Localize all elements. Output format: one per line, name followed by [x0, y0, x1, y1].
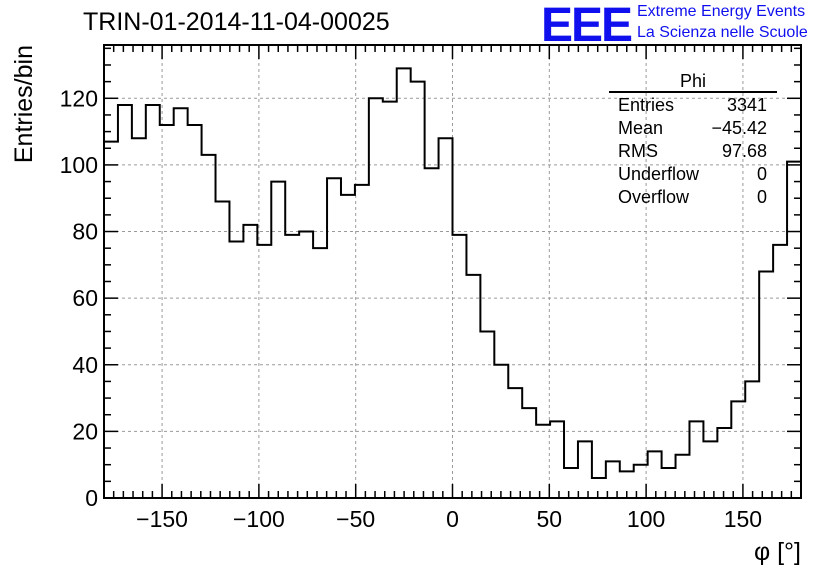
axis-ticks	[104, 45, 801, 499]
x-tick-label: −50	[336, 506, 375, 532]
y-tick-label: 60	[72, 285, 98, 311]
y-axis-label: Entries/bin	[10, 45, 38, 163]
stats-value: −45.42	[711, 118, 767, 138]
histogram-bin	[717, 428, 731, 498]
histogram-bin	[662, 468, 676, 498]
stats-value: 97.68	[721, 141, 767, 161]
histogram-bin	[174, 108, 188, 498]
histogram-bin	[397, 68, 411, 498]
histogram-bin	[773, 245, 787, 498]
histogram-bin	[536, 425, 550, 498]
histogram-bin	[508, 388, 522, 498]
stats-row-rms: RMS 97.68	[609, 140, 777, 163]
histogram-bin	[745, 381, 759, 498]
histogram-bin	[229, 242, 243, 498]
y-tick-label: 120	[60, 85, 98, 111]
histogram-bin	[564, 468, 578, 498]
histogram-bin	[676, 455, 690, 498]
histogram-bin	[453, 235, 467, 498]
stats-label: Underflow	[618, 164, 700, 184]
histogram-bin	[188, 125, 202, 498]
histogram-bin	[341, 195, 355, 498]
y-tick-label: 20	[72, 418, 98, 444]
histogram-bin	[299, 232, 313, 498]
histogram-bin	[550, 421, 564, 498]
histogram-bin	[202, 155, 216, 498]
histogram-bin	[703, 441, 717, 498]
stats-label: Mean	[618, 118, 664, 138]
stats-row-overflow: Overflow 0	[609, 186, 777, 209]
histogram-bin	[313, 248, 327, 498]
histogram-bin	[271, 182, 285, 498]
y-tick-label: 100	[60, 152, 98, 178]
stats-value: 0	[756, 164, 767, 184]
stats-box: Phi Entries 3341 Mean −45.42 RMS 97.68 Unde…	[609, 71, 777, 209]
histogram-bin	[466, 275, 480, 498]
histogram-outline	[104, 67, 801, 480]
stats-label: Entries	[618, 95, 675, 115]
histogram-bin	[383, 102, 397, 498]
stats-value: 3341	[726, 95, 767, 115]
histogram-bin	[411, 82, 425, 498]
histogram-bin	[257, 245, 271, 498]
x-tick-label: 150	[724, 506, 762, 532]
x-tick-label: 100	[627, 506, 665, 532]
y-tick-label: 40	[72, 352, 98, 378]
histogram-bin	[689, 421, 703, 498]
y-tick-label: 80	[72, 219, 98, 245]
histogram-bin	[216, 202, 230, 498]
y-tick-labels: 0 20 40 60 80 100 120	[60, 85, 98, 511]
histogram-bin	[327, 178, 341, 498]
x-tick-label: −100	[233, 506, 285, 532]
histogram-bin	[118, 105, 132, 498]
chart-title: TRIN-01-2014-11-04-00025	[83, 8, 390, 36]
stats-row-mean: Mean −45.42	[609, 117, 777, 140]
histogram-bin	[522, 408, 536, 498]
x-tick-labels: −150 −100 −50 0 50 100 150	[136, 506, 762, 532]
stats-row-entries: Entries 3341	[609, 94, 777, 117]
y-tick-label: 0	[85, 485, 98, 511]
histogram-bin	[104, 142, 118, 498]
histogram-bin	[648, 451, 662, 498]
x-tick-label: 50	[537, 506, 563, 532]
stats-label: RMS	[618, 141, 658, 161]
histogram-bin	[425, 168, 439, 498]
stats-label: Overflow	[618, 187, 690, 207]
histogram-bin	[132, 138, 146, 498]
x-tick-label: −150	[136, 506, 188, 532]
histogram-bin	[592, 478, 606, 498]
stats-box-title: Phi	[609, 71, 777, 93]
logo-line-1: Extreme Energy Events	[637, 3, 806, 20]
logo-line-2: La Scienza nelle Scuole	[637, 24, 808, 41]
stats-value: 0	[756, 187, 767, 207]
histogram-bin	[759, 272, 773, 499]
histogram-bin	[480, 331, 494, 498]
histogram-series	[104, 67, 801, 499]
histogram-bin	[146, 105, 160, 498]
histogram-bin	[578, 441, 592, 498]
stats-row-underflow: Underflow 0	[609, 163, 777, 186]
x-tick-label: 0	[446, 506, 459, 532]
histogram-bin	[285, 235, 299, 498]
histogram-bin	[243, 225, 257, 498]
histogram-bin	[439, 138, 453, 498]
x-axis-label: φ [°]	[754, 538, 801, 566]
eee-logo: EEE	[541, 0, 633, 52]
